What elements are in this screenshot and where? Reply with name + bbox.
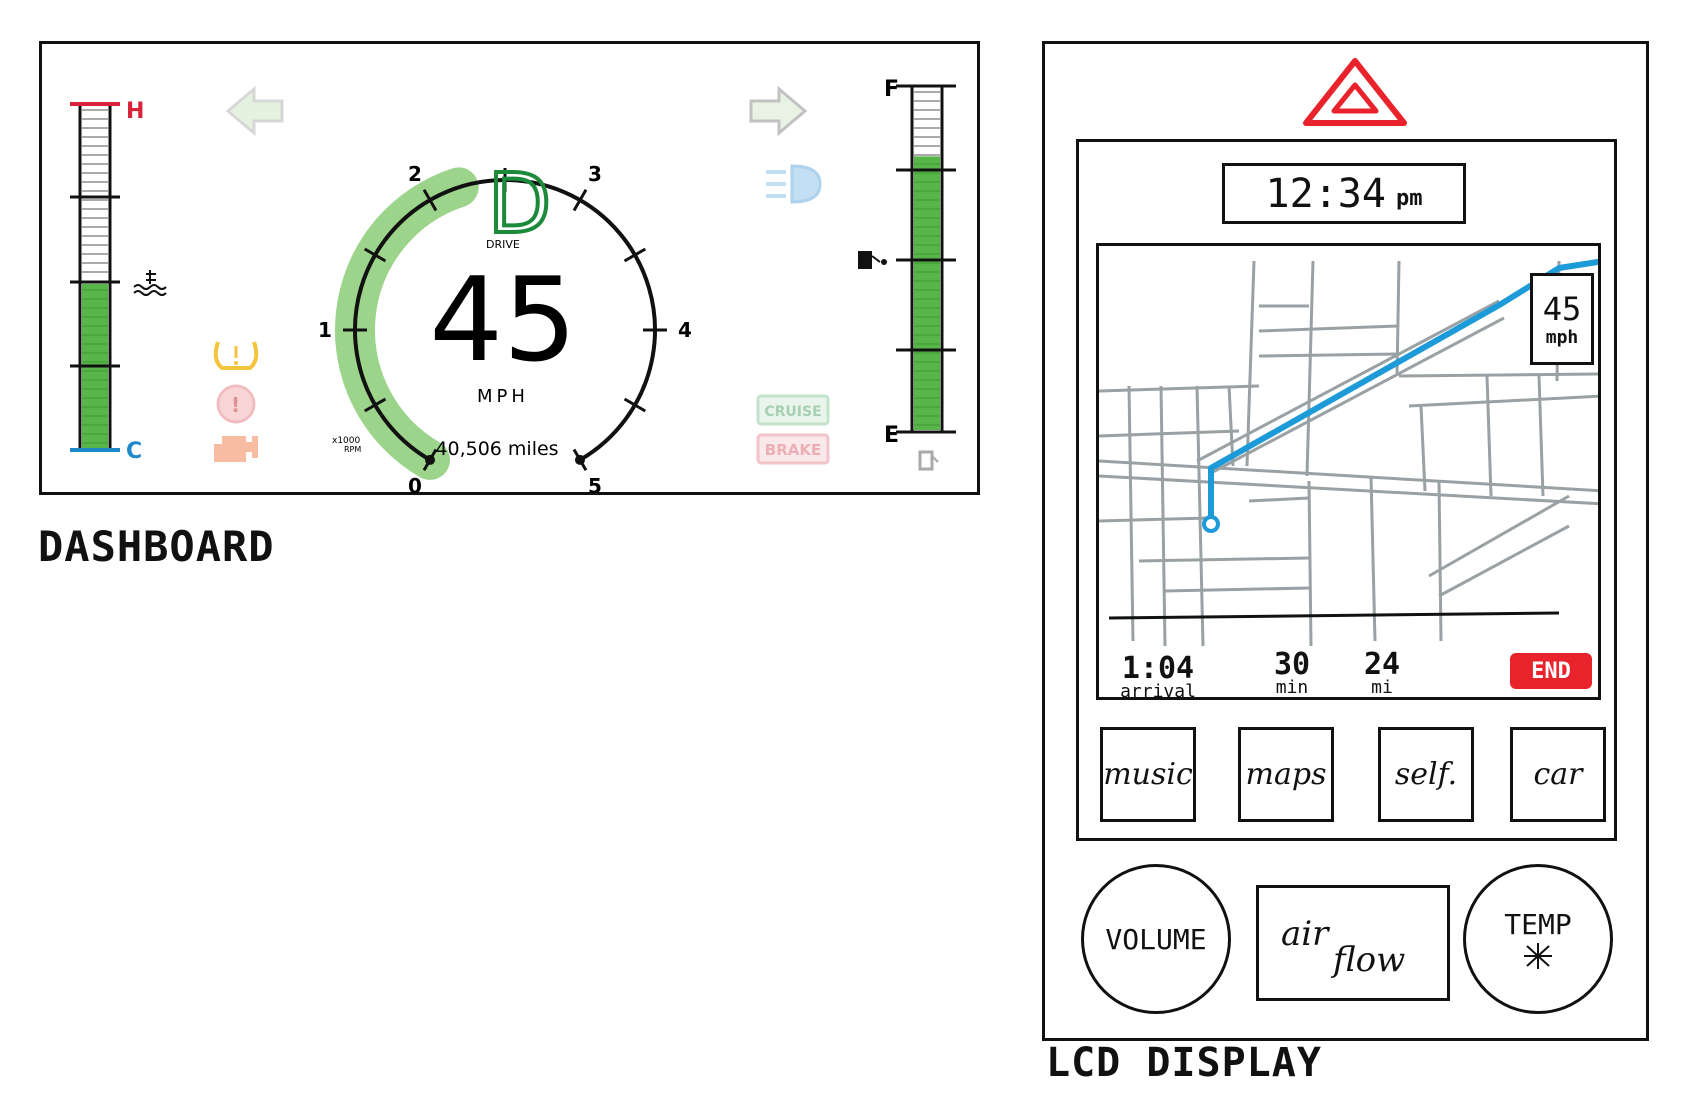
tach-tick <box>422 188 438 212</box>
speed-limit-value: 45 <box>1542 289 1582 328</box>
right-turn-signal-icon <box>749 85 808 137</box>
fuel-full-label: F <box>884 77 899 102</box>
tach-tick <box>572 188 588 212</box>
brake-indicator: BRAKE <box>756 433 830 465</box>
navigation-map[interactable] <box>1096 243 1601 700</box>
trip-distance: 24 mi <box>1363 647 1401 698</box>
temp-cold-label: C <box>126 439 142 464</box>
check-engine-icon <box>214 436 258 462</box>
hazard-icon[interactable] <box>1300 55 1410 130</box>
tach-label: 3 <box>588 162 602 186</box>
maps-button[interactable]: maps <box>1238 727 1334 822</box>
fuel-pump-icon-small <box>918 450 939 471</box>
tach-label: 2 <box>408 162 422 186</box>
coolant-icon <box>133 270 167 296</box>
gear-indicator: D <box>488 157 551 252</box>
headlight-icon <box>766 164 822 204</box>
tire-pressure-icon <box>213 341 259 370</box>
car-button[interactable]: car <box>1510 727 1606 822</box>
temperature-knob[interactable]: TEMP <box>1463 864 1613 1014</box>
end-navigation-button[interactable]: END <box>1510 653 1592 689</box>
tach-tick <box>623 247 647 263</box>
speed-limit-unit: mph <box>1545 326 1579 348</box>
tach-unit-bottom: RPM <box>344 445 361 454</box>
lcd-display-caption: LCD DISPLAY <box>1046 1040 1322 1086</box>
temp-label: TEMP <box>1504 907 1572 941</box>
tach-label: 0 <box>408 474 422 498</box>
volume-label: VOLUME <box>1105 922 1207 956</box>
speed-value: 45 <box>429 253 577 388</box>
dashboard-graphics: H C ! 012 345 x1000 RPM D DRIVE <box>70 77 956 498</box>
current-location-icon <box>1202 515 1220 533</box>
airflow-button[interactable]: air flow <box>1256 885 1450 1001</box>
fuel-gauge: F E <box>858 77 956 471</box>
temperature-gauge: H C <box>70 99 167 464</box>
route-line <box>1208 258 1598 527</box>
clock-ampm: pm <box>1395 186 1423 211</box>
tach-tick <box>623 397 647 413</box>
lcd-screen <box>1076 139 1617 841</box>
fuel-pump-icon <box>858 251 887 269</box>
gear-label: DRIVE <box>486 238 520 251</box>
dashboard-caption: DASHBOARD <box>38 522 275 571</box>
svg-text:BRAKE: BRAKE <box>765 441 821 459</box>
tach-label: 4 <box>678 318 692 342</box>
tach-tick <box>363 397 387 413</box>
clock-time: 12:34 <box>1265 170 1386 217</box>
dashboard-panel <box>39 41 980 495</box>
lcd-display-panel <box>1042 41 1649 1041</box>
volume-knob[interactable]: VOLUME <box>1081 864 1231 1014</box>
map-streets <box>1099 258 1598 647</box>
speed-unit: MPH <box>477 386 529 407</box>
clock: 12:34 pm <box>1222 163 1466 224</box>
airflow-label-1: air <box>1281 914 1329 954</box>
airflow-label-2: flow <box>1333 940 1406 980</box>
tach-unit-top: x1000 <box>332 436 361 446</box>
trip-arrival: 1:04 arrival <box>1120 651 1196 702</box>
tach-label: 5 <box>588 474 602 498</box>
speed-limit-sign: 45 mph <box>1530 273 1594 365</box>
self-button[interactable]: self. <box>1378 727 1474 822</box>
trip-duration: 30 min <box>1273 647 1311 698</box>
svg-text:CRUISE: CRUISE <box>764 404 821 420</box>
tachometer: 012 345 x1000 RPM <box>318 162 692 498</box>
temp-hot-label: H <box>126 99 144 124</box>
fuel-empty-label: E <box>884 423 899 448</box>
cruise-indicator: CRUISE <box>756 394 830 426</box>
odometer: 40,506 miles <box>435 438 558 460</box>
tach-label: 1 <box>318 318 332 342</box>
music-button[interactable]: music <box>1100 727 1196 822</box>
brake-warning-icon: ! <box>216 384 256 424</box>
svg-text:!: ! <box>231 393 240 417</box>
tach-tick <box>363 247 387 263</box>
fan-icon <box>1524 942 1552 969</box>
left-turn-signal-icon <box>225 85 284 137</box>
